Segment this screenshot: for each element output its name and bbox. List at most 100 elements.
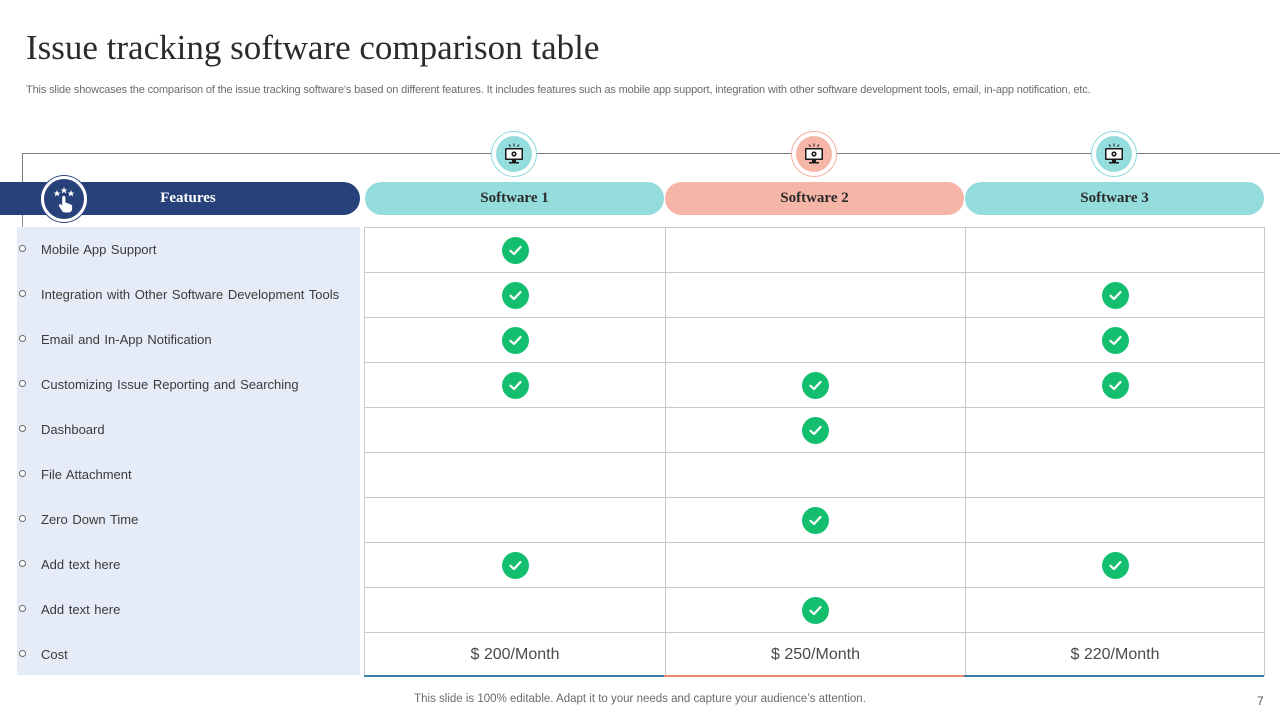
column-bottom-accent — [964, 675, 1264, 677]
feature-row: Dashboard — [17, 407, 360, 452]
check-icon — [1101, 371, 1129, 399]
table-cell — [665, 318, 965, 362]
check-icon — [1101, 281, 1129, 309]
table-row — [365, 273, 1264, 318]
table-row — [365, 498, 1264, 543]
check-icon — [802, 416, 829, 444]
table-cell — [365, 273, 665, 317]
table-cell — [665, 588, 965, 632]
table-row — [365, 588, 1264, 633]
table-cell — [365, 318, 665, 362]
table-row — [365, 363, 1264, 408]
feature-bullet-dot — [19, 515, 26, 522]
check-icon — [501, 371, 529, 399]
table-cell — [665, 543, 965, 587]
table-cell — [965, 543, 1264, 587]
feature-row: Add text here — [17, 542, 360, 587]
hand-pointer-stars-icon — [41, 176, 87, 222]
feature-label: Mobile App Support — [41, 242, 157, 257]
connector-horizontal-line — [22, 153, 1280, 154]
feature-row: Email and In-App Notification — [17, 317, 360, 362]
feature-label: File Attachment — [41, 467, 132, 482]
table-cell: $ 220/Month — [965, 633, 1264, 677]
feature-bullet-dot — [19, 290, 26, 297]
check-icon — [802, 371, 829, 399]
table-cell — [665, 453, 965, 497]
table-cell — [365, 228, 665, 272]
feature-label: Dashboard — [41, 422, 105, 437]
feature-row: Mobile App Support — [17, 227, 360, 272]
feature-bullet-dot — [19, 425, 26, 432]
table-cell — [365, 498, 665, 542]
feature-bullet-dot — [19, 380, 26, 387]
table-cell — [965, 273, 1264, 317]
comparison-grid: $ 200/Month $ 250/Month $ 220/Month — [364, 227, 1265, 678]
table-cell — [965, 498, 1264, 542]
table-row — [365, 318, 1264, 363]
monitor-settings-icon — [505, 143, 523, 164]
software-header-2: Software 2 — [665, 182, 964, 215]
table-row — [365, 228, 1264, 273]
feature-row: Add text here — [17, 587, 360, 632]
table-cell — [365, 408, 665, 452]
software-header-1: Software 1 — [365, 182, 664, 215]
check-icon — [1101, 551, 1129, 579]
slide-footer: This slide is 100% editable. Adapt it to… — [414, 693, 866, 705]
slide-subtitle: This slide showcases the comparison of t… — [26, 84, 1091, 96]
feature-row: Zero Down Time — [17, 497, 360, 542]
check-icon — [802, 596, 829, 624]
check-icon — [1101, 326, 1129, 354]
feature-label: Add text here — [41, 557, 121, 572]
monitor-settings-icon — [805, 143, 823, 164]
connector-vertical-line-top — [22, 153, 23, 183]
table-cell: $ 200/Month — [365, 633, 665, 677]
feature-label: Customizing Issue Reporting and Searchin… — [41, 377, 299, 392]
check-icon — [501, 326, 529, 354]
table-cell — [365, 543, 665, 587]
table-cell — [965, 453, 1264, 497]
table-row: $ 200/Month $ 250/Month $ 220/Month — [365, 633, 1264, 678]
table-cell — [965, 408, 1264, 452]
table-cell — [665, 498, 965, 542]
table-cell — [665, 273, 965, 317]
table-cell — [365, 588, 665, 632]
monitor-settings-icon — [1105, 143, 1123, 164]
software-2-icon — [791, 131, 837, 177]
feature-row: File Attachment — [17, 452, 360, 497]
feature-panel: Mobile App Support Integration with Other… — [17, 227, 360, 675]
feature-bullet-dot — [19, 470, 26, 477]
page-number: 7 — [1257, 694, 1264, 708]
column-bottom-accent — [664, 675, 964, 677]
feature-row: Customizing Issue Reporting and Searchin… — [17, 362, 360, 407]
table-row — [365, 543, 1264, 588]
feature-label: Zero Down Time — [41, 512, 139, 527]
cost-value: $ 220/Month — [1070, 646, 1160, 663]
feature-row: Cost — [17, 632, 360, 677]
feature-label: Integration with Other Software Developm… — [41, 287, 340, 302]
table-cell — [665, 363, 965, 407]
check-icon — [501, 551, 529, 579]
table-cell: $ 250/Month — [665, 633, 965, 677]
table-cell — [665, 228, 965, 272]
check-icon — [501, 236, 529, 264]
slide-title: Issue tracking software comparison table — [26, 28, 600, 67]
table-cell — [365, 453, 665, 497]
cost-value: $ 250/Month — [771, 646, 860, 663]
cost-value: $ 200/Month — [470, 646, 560, 663]
features-header-label: Features — [160, 190, 216, 206]
feature-label: Email and In-App Notification — [41, 332, 212, 347]
check-icon — [501, 281, 529, 309]
check-icon — [802, 506, 829, 534]
table-row — [365, 408, 1264, 453]
software-3-icon — [1091, 131, 1137, 177]
feature-bullet-dot — [19, 650, 26, 657]
feature-bullet-dot — [19, 245, 26, 252]
software-header-3: Software 3 — [965, 182, 1264, 215]
feature-label: Add text here — [41, 602, 121, 617]
table-cell — [965, 363, 1264, 407]
table-row — [365, 453, 1264, 498]
table-cell — [965, 318, 1264, 362]
table-cell — [665, 408, 965, 452]
software-1-icon — [491, 131, 537, 177]
table-cell — [965, 228, 1264, 272]
